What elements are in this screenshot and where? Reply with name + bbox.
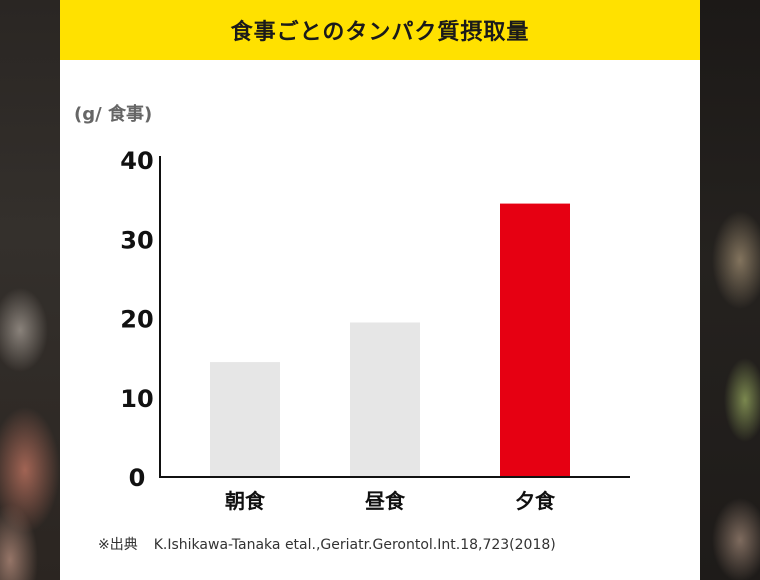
x-category-label-3: 夕食 [515, 489, 556, 513]
bar-chart: 0 10 20 30 40 朝食 昼食 夕食 [120, 147, 630, 513]
source-citation: ※出典 K.Ishikawa-Tanaka etal.,Geriatr.Geron… [98, 534, 556, 554]
x-category-label-1: 朝食 [225, 489, 266, 513]
chart-card: 食事ごとのタンパク質摂取量 (g/ 食事) 0 10 20 30 40 朝食 昼食 夕食 ※出… [60, 0, 700, 580]
bar-2 [350, 322, 420, 477]
source-label: ※出典 [98, 537, 138, 553]
bar-3 [500, 203, 570, 477]
chart-title: 食事ごとのタンパク質摂取量 [230, 20, 530, 45]
y-tick-label-2: 20 [120, 306, 153, 334]
bar-1 [210, 362, 280, 477]
y-tick-label-3: 30 [120, 226, 153, 254]
background-photo-right [700, 0, 760, 580]
source-text: K.Ishikawa-Tanaka etal.,Geriatr.Gerontol… [153, 537, 556, 553]
y-axis-unit-label: (g/ 食事) [74, 104, 153, 125]
title-bar: 食事ごとのタンパク質摂取量 [60, 0, 700, 60]
y-tick-label-0: 0 [129, 464, 146, 492]
y-tick-label-4: 40 [120, 147, 153, 175]
background-photo-left [0, 0, 60, 580]
y-tick-label-1: 10 [120, 385, 153, 413]
x-category-label-2: 昼食 [365, 489, 406, 513]
